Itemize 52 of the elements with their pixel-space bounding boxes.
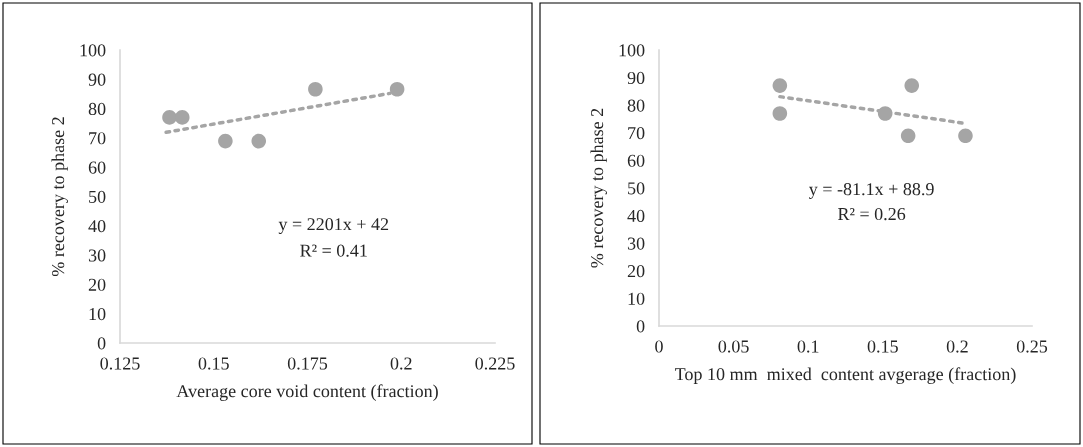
point xyxy=(389,81,405,97)
x-axis-title: Top 10 mm mixed content avgerage (fraction) xyxy=(674,367,1016,384)
y-tick-label: 40 xyxy=(627,209,645,223)
y-tick-label: 60 xyxy=(88,161,106,174)
y-tick-label: 20 xyxy=(627,265,645,278)
y-tick-label: 40 xyxy=(88,220,106,233)
point xyxy=(904,78,920,93)
y-tick-label: 100 xyxy=(80,44,106,57)
y-tick-label: 80 xyxy=(88,102,106,116)
x-tick-label: 0.1 xyxy=(797,340,819,353)
y-tick-label: 60 xyxy=(627,154,645,167)
y-tick-label: 100 xyxy=(619,44,645,57)
y-tick-label: 10 xyxy=(89,307,106,321)
x-tick-label: 0.15 xyxy=(198,357,229,370)
y-tick-label: 70 xyxy=(628,127,645,140)
annotation: R² = 0.26 xyxy=(838,207,906,221)
y-tick-label: 30 xyxy=(627,237,645,250)
point xyxy=(958,128,973,144)
y-tick-label: 0 xyxy=(636,320,645,333)
x-tick-label: 0.2 xyxy=(390,357,412,370)
y-tick-label: 90 xyxy=(627,71,645,85)
annotation: y = -81.1x + 88.9 xyxy=(808,183,934,199)
x-axis-title: Average core void content (fraction) xyxy=(176,384,438,401)
point xyxy=(251,133,267,149)
y-tick-label: 50 xyxy=(89,190,106,203)
annotation: y = 2201x + 42 xyxy=(278,218,389,234)
x-tick-label: 0.05 xyxy=(718,340,749,353)
point xyxy=(772,78,788,93)
y-tick-label: 30 xyxy=(88,249,106,262)
x-tick-label: 0.225 xyxy=(475,357,515,370)
y-tick-label: 20 xyxy=(88,278,106,291)
y-axis-title: % recovery to phase 2 xyxy=(590,108,607,268)
point xyxy=(174,110,190,125)
x-tick-label: 0.175 xyxy=(287,357,328,370)
y-tick-label: 80 xyxy=(627,99,645,112)
annotation: R² = 0.41 xyxy=(300,244,367,257)
x-tick-label: 0 xyxy=(655,340,663,353)
x-tick-label: 0.125 xyxy=(100,357,140,370)
point xyxy=(900,128,916,144)
point xyxy=(877,106,893,121)
x-tick-label: 0.15 xyxy=(867,340,898,353)
x-tick-label: 0.2 xyxy=(946,340,968,353)
point xyxy=(772,106,788,121)
y-axis-title: % recovery to phase 2 xyxy=(51,117,68,277)
y-tick-label: 70 xyxy=(89,132,106,145)
point xyxy=(162,110,177,125)
y-tick-label: 90 xyxy=(88,73,106,86)
x-tick-label: 0.25 xyxy=(1016,340,1048,353)
point xyxy=(308,81,323,97)
y-tick-label: 50 xyxy=(628,182,645,195)
y-tick-label: 10 xyxy=(628,292,645,305)
point xyxy=(218,133,233,149)
